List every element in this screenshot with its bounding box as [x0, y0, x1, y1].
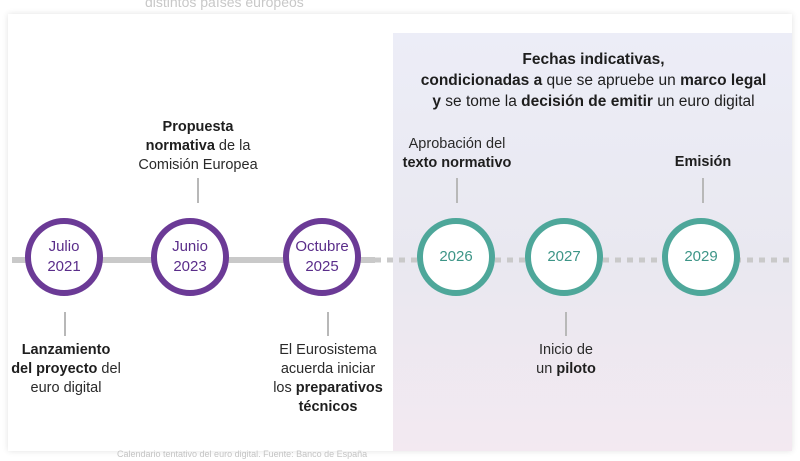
figure-caption: Calendario tentativo del euro digital. F…	[117, 449, 368, 459]
note-technical-preparations: El Eurosistema acuerda iniciar los prepa…	[273, 342, 383, 415]
note-pilot-start: Inicio de un piloto	[536, 342, 596, 377]
indicative-dates-title: Fechas indicativas, condicionadas a que …	[420, 51, 767, 110]
milestone-october-2025: Octubre 2025	[283, 218, 361, 296]
milestone-july-2021: Julio 2021	[25, 218, 103, 296]
milestone-2026: 2026	[417, 218, 495, 296]
note-regulatory-proposal: Propuesta normativa de la Comisión Europ…	[138, 119, 258, 173]
milestone-2029: 2029	[662, 218, 740, 296]
clipped-top-text: distintos países europeos	[145, 0, 304, 10]
note-text-approval: Aprobación del texto normativo	[402, 136, 512, 171]
note-project-launch: Lanzamiento del proyecto del euro digita…	[11, 342, 121, 396]
milestone-june-2023: Junio 2023	[151, 218, 229, 296]
note-issuance: Emisión	[674, 154, 732, 170]
milestone-2027: 2027	[525, 218, 603, 296]
